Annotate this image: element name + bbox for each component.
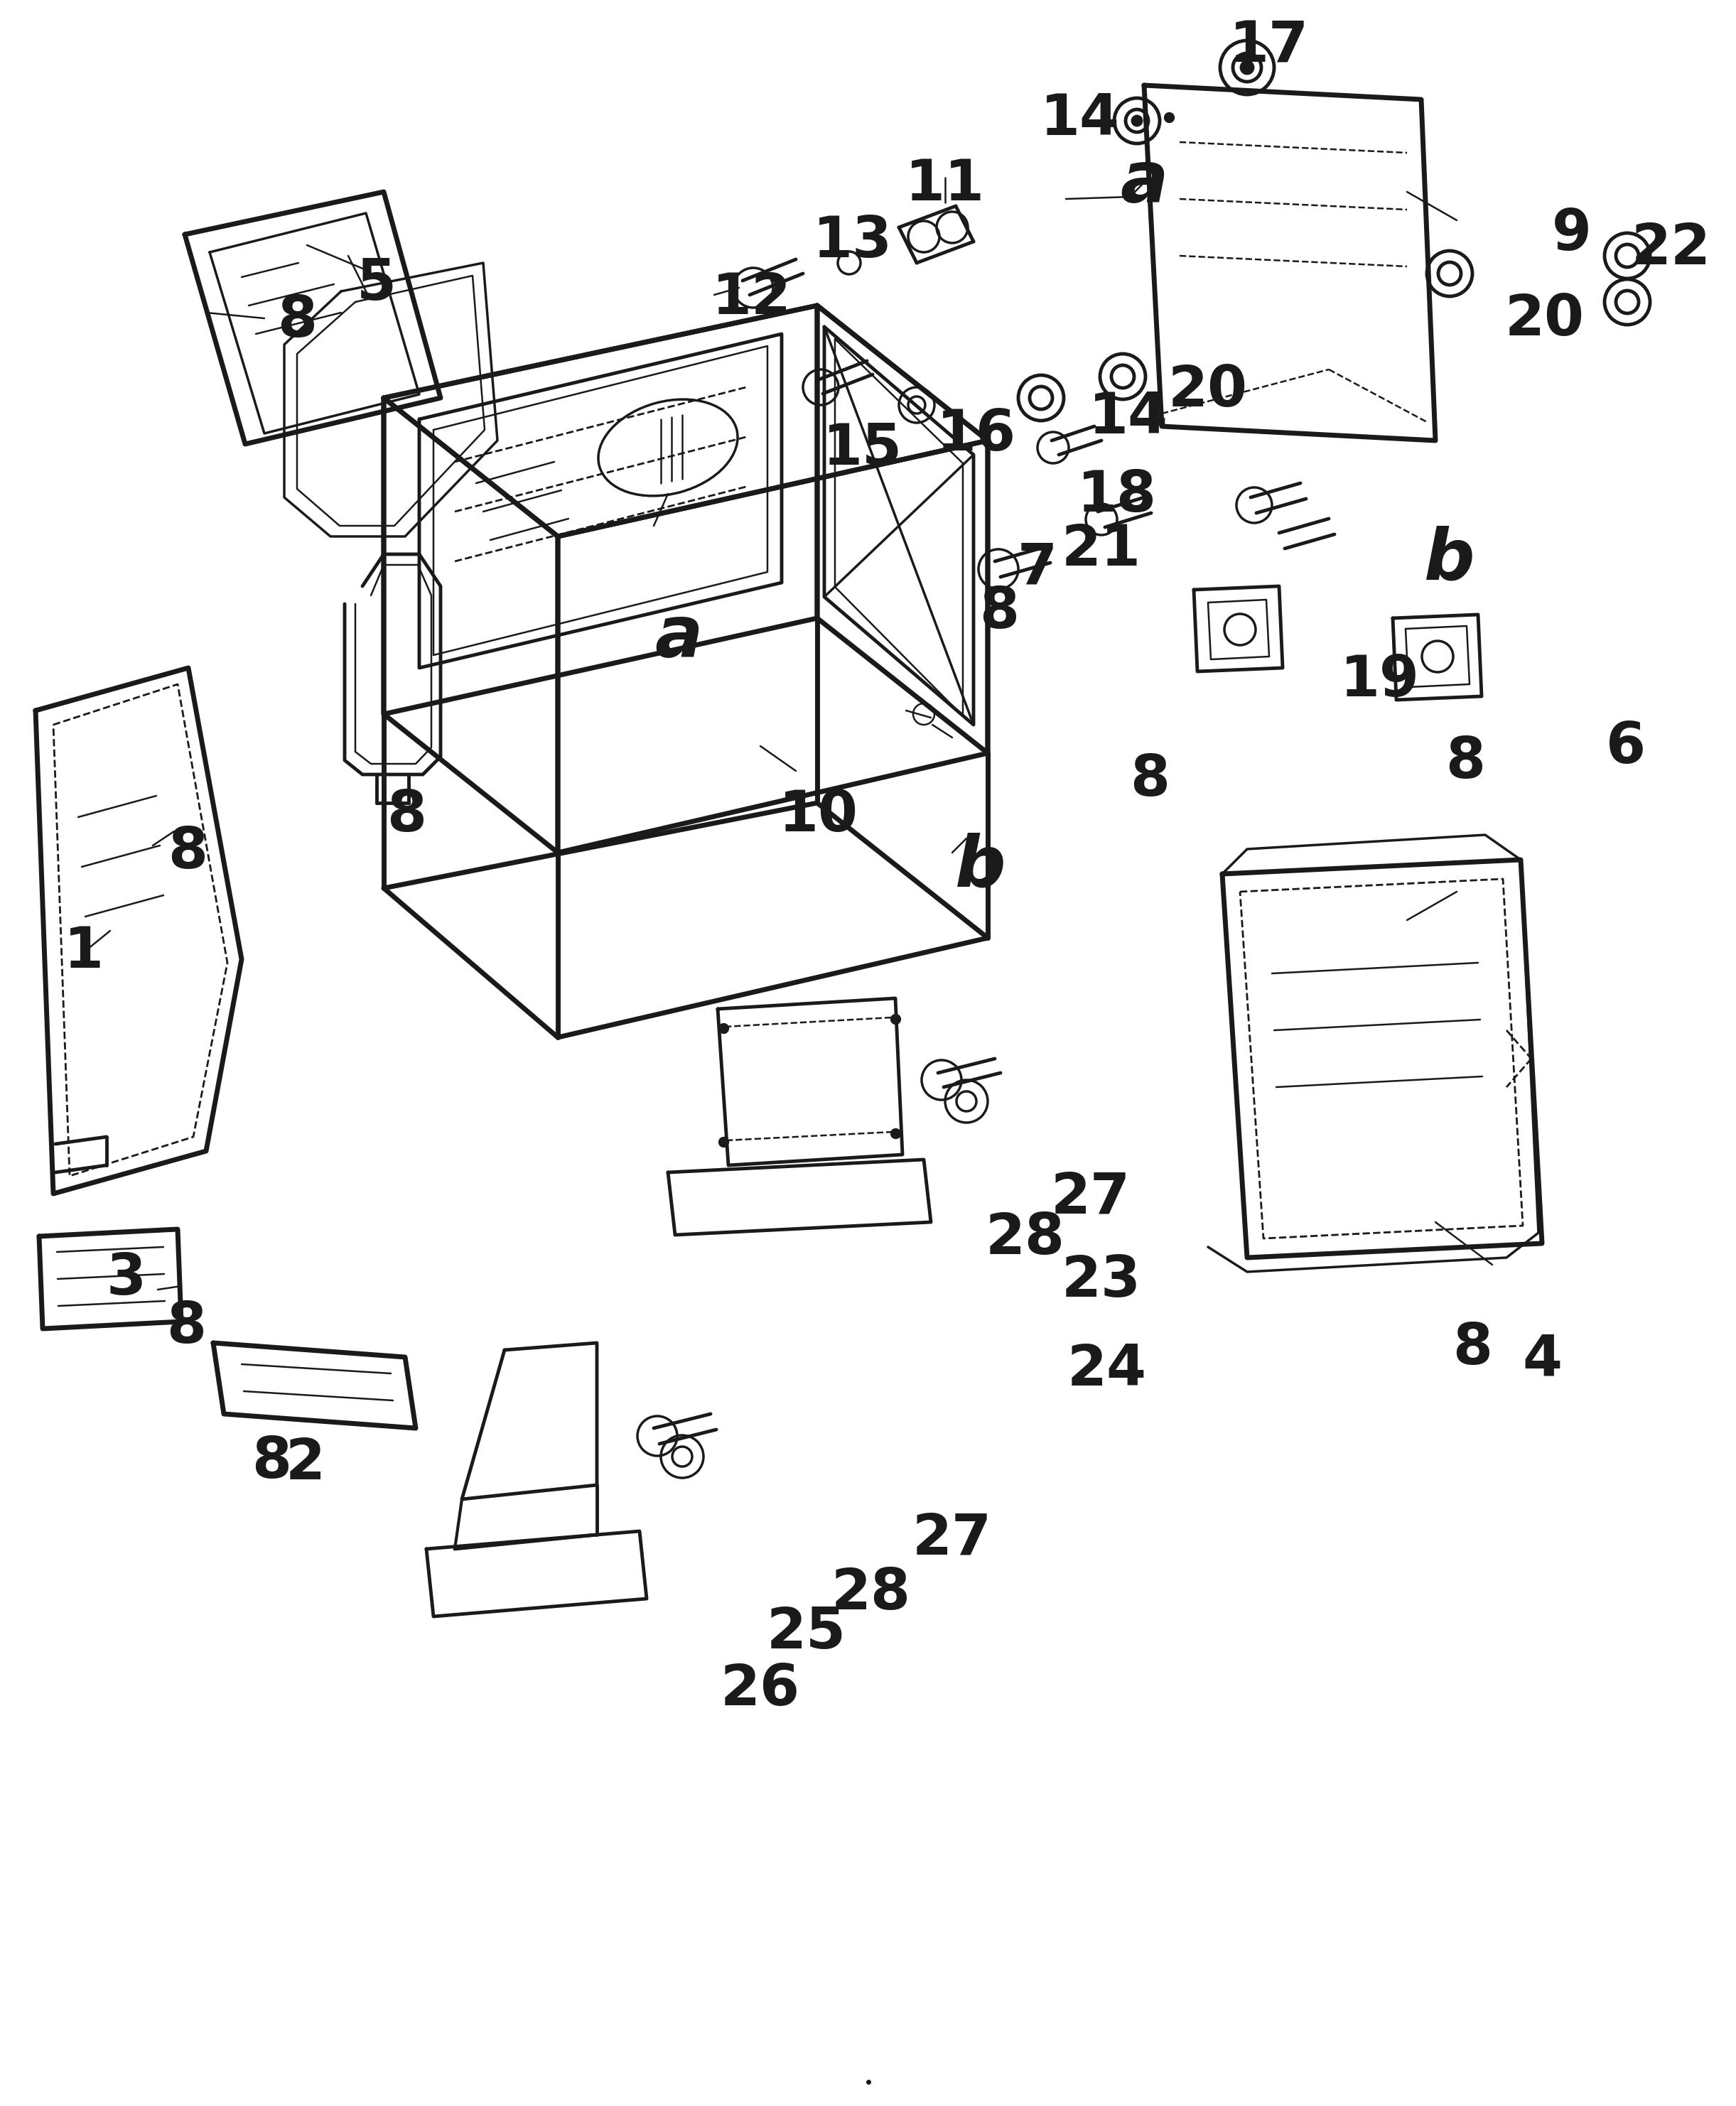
Text: 14: 14	[1088, 390, 1168, 446]
Text: 8: 8	[1453, 1320, 1493, 1377]
Text: 13: 13	[812, 215, 892, 270]
Text: 14: 14	[1040, 93, 1120, 147]
Text: 24: 24	[1068, 1342, 1147, 1398]
Text: a: a	[1120, 147, 1168, 217]
Text: 19: 19	[1340, 653, 1420, 708]
Text: 8: 8	[1446, 735, 1486, 790]
Text: 16: 16	[936, 406, 1016, 463]
Text: 9: 9	[1552, 206, 1592, 261]
Text: 3: 3	[106, 1251, 146, 1306]
Text: 8: 8	[979, 585, 1019, 640]
Text: 17: 17	[1229, 19, 1309, 74]
Text: 4: 4	[1522, 1333, 1562, 1388]
Text: 1: 1	[64, 925, 104, 979]
Text: 25: 25	[767, 1605, 847, 1660]
Text: 10: 10	[779, 788, 858, 842]
Text: 8: 8	[1130, 752, 1170, 809]
Text: 20: 20	[1505, 293, 1585, 347]
Text: 6: 6	[1606, 720, 1646, 775]
Circle shape	[1241, 61, 1253, 74]
Text: 28: 28	[832, 1567, 911, 1622]
Text: 26: 26	[720, 1662, 800, 1716]
Text: 8: 8	[168, 826, 208, 880]
Text: 11: 11	[904, 158, 984, 213]
Text: 27: 27	[913, 1510, 991, 1567]
Text: 12: 12	[712, 272, 792, 326]
Text: 18: 18	[1078, 468, 1156, 524]
Text: 21: 21	[1062, 522, 1141, 577]
Text: 15: 15	[823, 421, 903, 476]
Text: 8: 8	[387, 788, 427, 842]
Text: 22: 22	[1632, 221, 1712, 276]
Text: 5: 5	[356, 257, 396, 312]
Text: 2: 2	[286, 1436, 325, 1491]
Text: 27: 27	[1050, 1171, 1130, 1226]
Text: a: a	[654, 604, 703, 672]
Text: b: b	[955, 832, 1007, 901]
Text: 8: 8	[278, 293, 318, 350]
Text: 7: 7	[1017, 541, 1057, 596]
Circle shape	[1132, 116, 1141, 124]
Text: 8: 8	[167, 1299, 207, 1354]
Text: b: b	[1424, 524, 1476, 594]
Text: 28: 28	[986, 1211, 1066, 1266]
Text: 8: 8	[252, 1434, 292, 1489]
Text: 20: 20	[1168, 362, 1248, 419]
Text: 23: 23	[1062, 1253, 1141, 1308]
